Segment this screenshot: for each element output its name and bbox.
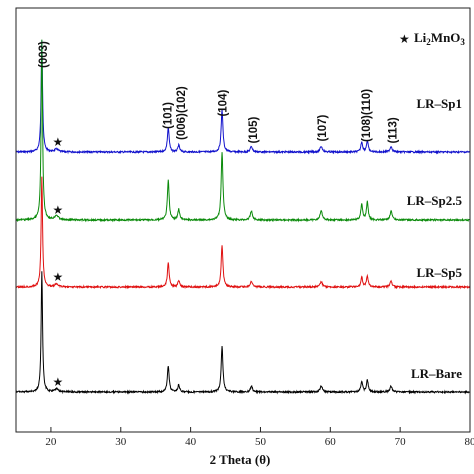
li2mno3-star-icon: ★ <box>53 375 64 389</box>
x-tick-label: 80 <box>465 436 474 448</box>
miller-index-label: (108)(110) <box>361 89 373 142</box>
x-tick-label: 30 <box>115 436 127 448</box>
li2mno3-star-icon: ★ <box>53 135 64 149</box>
li2mno3-star-icon: ★ <box>53 270 64 284</box>
miller-index-label: (107) <box>317 115 329 142</box>
series-label-0: LR–Sp1 <box>416 96 462 111</box>
x-axis-ticks: 20 30 40 50 60 70 80 <box>45 427 474 448</box>
series-line-3 <box>15 271 471 395</box>
series-label-2: LR–Sp5 <box>416 265 462 280</box>
x-tick-label: 60 <box>325 436 337 448</box>
li2mno3-star-icon: ★ <box>53 203 64 217</box>
miller-index-label: (113) <box>387 117 399 143</box>
x-tick-label: 50 <box>255 436 267 448</box>
series-line-0 <box>15 40 471 155</box>
x-tick-label: 40 <box>185 436 197 448</box>
x-tick-label: 70 <box>395 436 407 448</box>
legend-star-icon: ★ <box>399 32 410 46</box>
miller-index-label: (104) <box>218 90 230 117</box>
series-label-1: LR–Sp2.5 <box>407 193 463 208</box>
miller-index-label: (105) <box>248 116 260 143</box>
miller-index-label: (006)(102) <box>176 86 188 140</box>
legend: ★ Li2MnO3 <box>399 30 465 47</box>
x-tick-label: 20 <box>45 436 57 448</box>
diffraction-patterns <box>15 39 471 395</box>
series-line-1 <box>15 39 471 223</box>
series-label-3: LR–Bare <box>411 366 462 381</box>
plot-frame <box>15 7 471 433</box>
miller-index-label: (003) <box>38 41 50 68</box>
x-axis-title: 2 Theta (θ) <box>210 452 271 467</box>
miller-index-label: (101) <box>163 102 175 129</box>
annotations: LR–Sp1 ★ LR–Sp2.5 ★ LR–Sp5 ★ LR–Bare ★ (003) (101… <box>38 41 462 389</box>
series-line-2 <box>15 176 471 290</box>
legend-label: Li2MnO3 <box>414 30 465 47</box>
